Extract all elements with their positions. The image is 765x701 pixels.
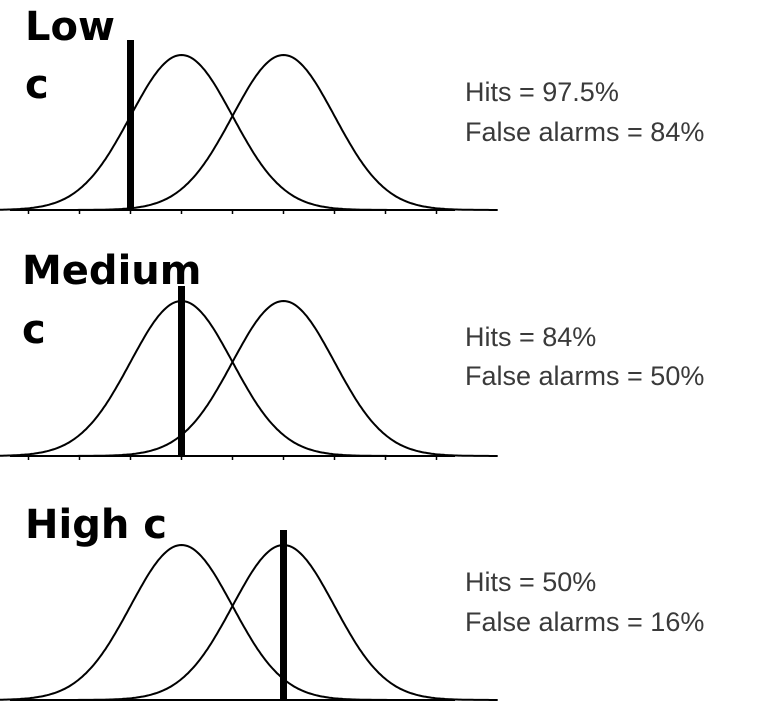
false-alarms-text: False alarms = 84% <box>465 117 704 147</box>
noise-distribution-curve <box>0 543 396 701</box>
panel-label-line-2: c <box>22 307 46 353</box>
panel-label-line-2: c <box>25 62 49 108</box>
panel-label-line-1: Low <box>25 4 115 50</box>
panel-label-line-1: Medium <box>22 248 201 294</box>
x-axis-ticks <box>27 210 438 214</box>
false-alarms-text: False alarms = 50% <box>465 361 704 391</box>
false-alarms-text: False alarms = 16% <box>465 607 704 637</box>
hits-text: Hits = 50% <box>465 567 596 597</box>
x-axis-ticks <box>27 456 438 460</box>
panel-high-c: High c Hits = 50% False alarms = 16% <box>0 502 704 701</box>
hits-text: Hits = 84% <box>465 322 596 352</box>
signal-distribution-curve <box>69 53 498 211</box>
noise-distribution-curve <box>0 53 396 211</box>
panel-medium-c: Medium c Hits = 84% False alarms = 50% <box>0 248 704 460</box>
panel-label-line-1: High c <box>25 502 167 548</box>
noise-distribution-curve <box>0 299 396 457</box>
hits-text: Hits = 97.5% <box>465 77 619 107</box>
signal-distribution-curve <box>69 299 498 457</box>
panel-low-c: Low c Hits = 97.5% False alarms = 84% <box>0 4 704 214</box>
